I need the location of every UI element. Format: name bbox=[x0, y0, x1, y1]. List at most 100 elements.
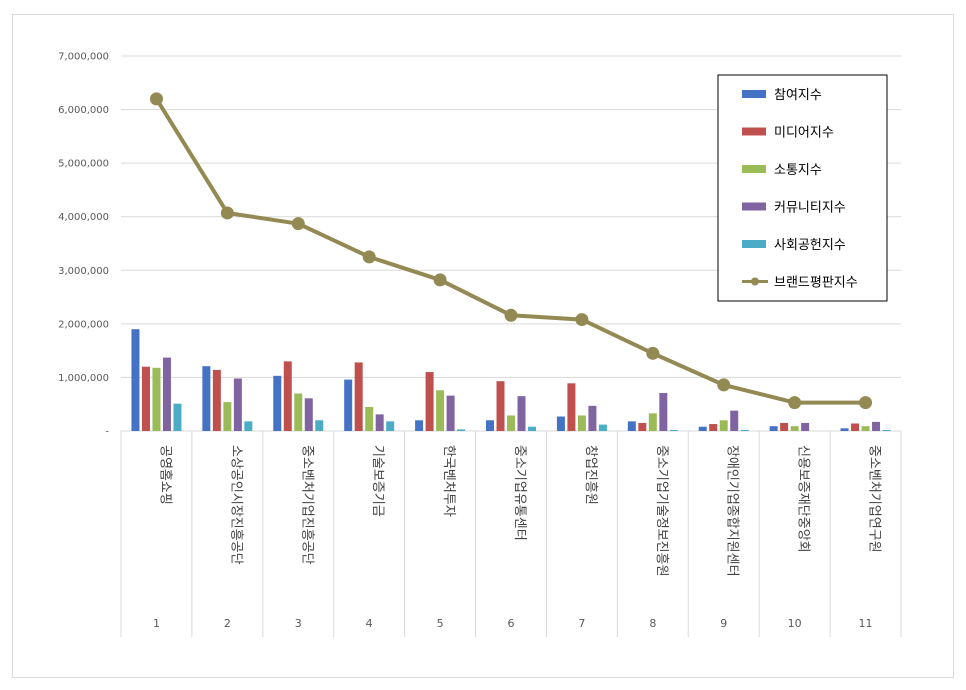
bar bbox=[283, 361, 292, 431]
bar bbox=[131, 329, 140, 431]
rank-label: 10 bbox=[788, 617, 802, 630]
legend-label: 브랜드평판지수 bbox=[774, 276, 858, 291]
bar bbox=[638, 422, 647, 431]
rank-label: 6 bbox=[508, 617, 515, 630]
bar bbox=[780, 422, 789, 431]
line-point bbox=[504, 308, 518, 322]
rank-label: 2 bbox=[224, 617, 231, 630]
bar bbox=[386, 421, 395, 431]
category-label: 중소벤처기업진흥공단 bbox=[299, 445, 314, 565]
rank-label: 3 bbox=[295, 617, 302, 630]
line-point bbox=[149, 92, 163, 106]
bar bbox=[790, 426, 799, 431]
legend-swatch bbox=[742, 165, 766, 173]
bar bbox=[365, 406, 374, 431]
category-label: 한국벤처투자 bbox=[441, 445, 456, 517]
line-layer bbox=[149, 92, 873, 410]
bar bbox=[344, 379, 353, 431]
y-tick-label: 5,000,000 bbox=[58, 159, 109, 170]
bar bbox=[517, 396, 526, 431]
bar bbox=[709, 424, 718, 431]
bar bbox=[507, 415, 515, 431]
y-tick-label: 6,000,000 bbox=[58, 105, 109, 116]
bar bbox=[315, 420, 324, 431]
bar bbox=[882, 429, 891, 431]
bar bbox=[556, 416, 565, 431]
y-tick-label: 1,000,000 bbox=[58, 373, 109, 384]
bar bbox=[730, 410, 739, 431]
bars-layer bbox=[131, 329, 891, 431]
chart-frame: - 1,000,000 2,000,000 3,000,000 4,000,000 5,0… bbox=[12, 14, 954, 678]
bar bbox=[698, 426, 707, 431]
category-label: 신용보증재단중앙회 bbox=[796, 445, 811, 553]
chart-canvas: - 1,000,000 2,000,000 3,000,000 4,000,000 5,0… bbox=[58, 52, 902, 637]
bar bbox=[415, 420, 424, 431]
category-label: 중소기업기술정보진흥원 bbox=[654, 445, 669, 577]
bar bbox=[446, 395, 455, 431]
bar bbox=[496, 381, 505, 431]
legend-label: 사회공헌지수 bbox=[774, 238, 846, 253]
line-point bbox=[362, 250, 376, 264]
bar bbox=[425, 372, 434, 431]
bar bbox=[244, 421, 253, 431]
legend-label: 미디어지수 bbox=[774, 126, 834, 141]
bar bbox=[162, 357, 171, 431]
bar bbox=[872, 421, 881, 431]
bar bbox=[598, 424, 607, 431]
bar bbox=[173, 403, 182, 431]
bar bbox=[141, 366, 150, 431]
category-label: 공영홈쇼핑 bbox=[157, 445, 172, 505]
category-label: 기술보증기금 bbox=[370, 445, 385, 517]
bar bbox=[627, 421, 636, 431]
x-axis: 공영홈쇼핑 소상공인시장진흥공단 중소벤처기업진흥공단 기술보증기금 한국벤처투자 중소기… bbox=[120, 431, 902, 637]
bar bbox=[719, 420, 728, 431]
legend-swatch bbox=[742, 240, 766, 248]
bar bbox=[202, 366, 211, 431]
line-point bbox=[575, 313, 589, 327]
rank-label: 1 bbox=[153, 617, 160, 630]
rank-label: 7 bbox=[578, 617, 585, 630]
bar bbox=[659, 392, 668, 431]
bar bbox=[840, 428, 849, 431]
y-tick-label: 3,000,000 bbox=[58, 266, 109, 277]
rank-label: 8 bbox=[649, 617, 656, 630]
line-point bbox=[788, 396, 802, 410]
line-point bbox=[717, 378, 731, 392]
legend-swatch bbox=[742, 202, 766, 211]
rank-label: 4 bbox=[366, 617, 373, 630]
legend-swatch bbox=[742, 90, 766, 98]
y-tick-label: 4,000,000 bbox=[58, 212, 109, 223]
bar bbox=[648, 413, 657, 431]
bar bbox=[740, 429, 749, 431]
bar bbox=[436, 390, 445, 431]
legend-label: 커뮤니티지수 bbox=[774, 201, 846, 216]
bar bbox=[567, 383, 576, 431]
rank-label: 5 bbox=[437, 617, 444, 630]
category-label: 중소벤처기업연구원 bbox=[867, 445, 882, 553]
bar bbox=[457, 429, 466, 431]
y-axis: - 1,000,000 2,000,000 3,000,000 4,000,000 5,0… bbox=[58, 52, 109, 438]
bar bbox=[233, 378, 242, 431]
y-tick-label: 7,000,000 bbox=[58, 52, 109, 63]
line-point bbox=[291, 217, 305, 231]
bar bbox=[354, 362, 363, 431]
bar bbox=[588, 405, 597, 431]
line-point bbox=[859, 396, 873, 410]
bar bbox=[486, 420, 494, 431]
legend-swatch bbox=[742, 127, 766, 136]
bar bbox=[304, 398, 313, 431]
category-label: 창업진흥원 bbox=[583, 445, 598, 505]
line-point bbox=[220, 206, 234, 220]
legend-label: 소통지수 bbox=[774, 163, 822, 178]
line-point bbox=[646, 346, 660, 360]
bar bbox=[669, 429, 678, 431]
bar bbox=[801, 422, 810, 431]
rank-label: 9 bbox=[720, 617, 727, 630]
legend-box bbox=[717, 74, 888, 302]
line-point bbox=[433, 273, 447, 287]
bar bbox=[273, 375, 282, 431]
legend-swatch-marker bbox=[751, 277, 759, 286]
category-label: 장애인기업종합지원센터 bbox=[725, 445, 740, 577]
y-tick-label: - bbox=[105, 427, 109, 438]
